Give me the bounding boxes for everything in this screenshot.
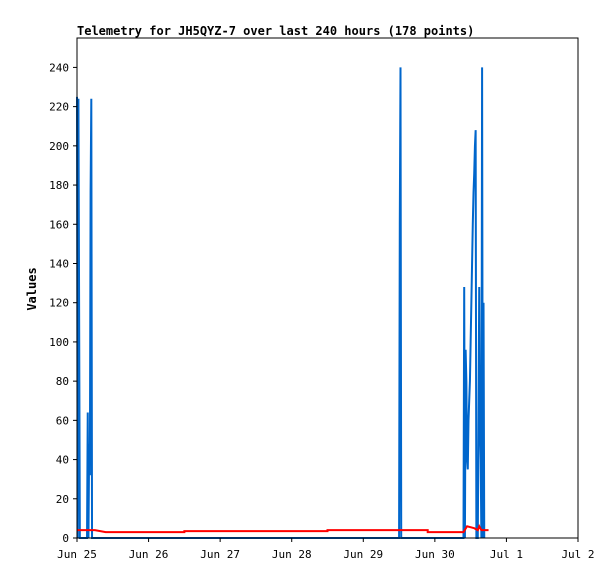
y-tick-label: 0 [62,532,69,545]
x-tick-label: Jun 29 [343,548,383,561]
y-tick-label: 120 [49,297,69,310]
y-tick-label: 80 [56,375,69,388]
x-tick-label: Jul 2 [561,548,594,561]
y-tick-label: 20 [56,493,69,506]
y-tick-label: 140 [49,257,69,270]
y-tick-label: 200 [49,140,69,153]
series-layer [76,67,489,539]
y-tick-label: 220 [49,101,69,114]
x-tick-label: Jun 25 [57,548,97,561]
y-axis-title: Values [25,267,39,310]
y-tick-label: 40 [56,454,69,467]
y-tick-label: 180 [49,179,69,192]
series-line-0 [76,67,486,539]
x-tick-label: Jul 1 [490,548,523,561]
x-tick-label: Jun 30 [415,548,455,561]
axes-layer: 0 20 40 60 80 100 120 140 160 180 200 220 240 Jun 25 J… [49,61,594,561]
series-line-1 [77,523,489,534]
y-tick-label: 60 [56,414,69,427]
y-tick-label: 160 [49,218,69,231]
x-tick-label: Jun 27 [200,548,240,561]
x-tick-label: Jun 28 [272,548,312,561]
plot-frame [76,37,579,539]
y-tick-label: 100 [49,336,69,349]
chart-title: Telemetry for JH5QYZ-7 over last 240 hou… [77,24,474,38]
y-tick-label: 240 [49,61,69,74]
x-tick-label: Jun 26 [129,548,169,561]
